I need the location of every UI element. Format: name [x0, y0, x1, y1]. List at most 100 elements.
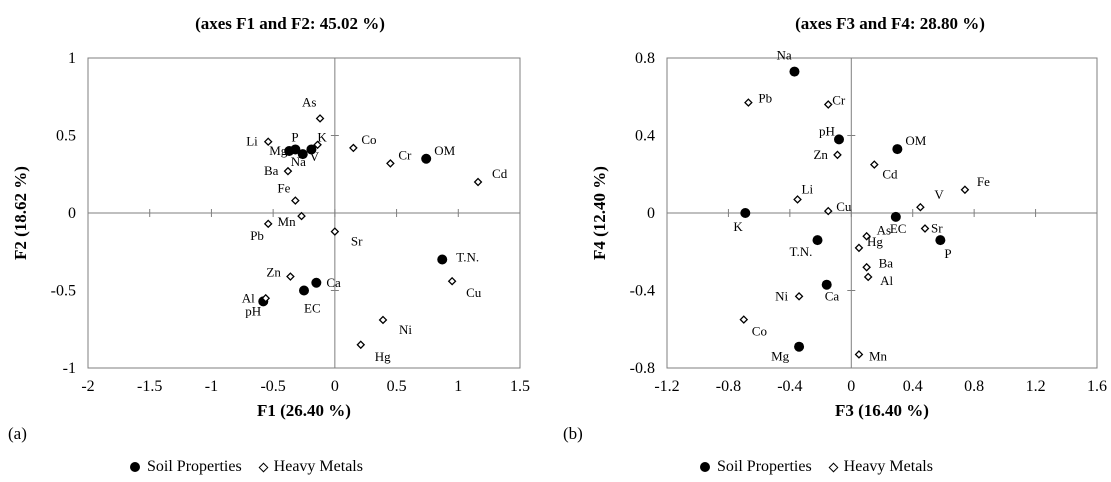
point-label: Ba: [264, 163, 279, 178]
point-label: As: [302, 94, 316, 109]
point-label: Mg: [269, 143, 288, 158]
data-point-soil-property: [789, 66, 800, 77]
point-label: Zn: [813, 147, 828, 162]
y-axis-label: F2 (18.62 %): [11, 166, 30, 260]
data-point-heavy-metal: [378, 315, 388, 325]
chart-panel-b: (axes F3 and F4: 28.80 %) -1.2 -0.8 -0.4 0 0…: [555, 0, 1110, 482]
point-label: Hg: [867, 234, 883, 249]
x-tick-label: -0.8: [716, 378, 741, 395]
chart-title: (axes F1 and F2: 45.02 %): [195, 14, 385, 33]
y-tick-label: 0: [68, 205, 76, 222]
x-tick-label: 1.2: [1026, 378, 1046, 395]
open-diamond-icon: [258, 462, 269, 473]
data-point-soil-property: [812, 235, 823, 246]
point-label: Ni: [775, 288, 788, 303]
point-label: Sr: [351, 234, 363, 249]
point-label: V: [310, 149, 320, 164]
point-label: K: [733, 219, 743, 234]
data-point-soil-property: [834, 134, 844, 145]
chart-panel-a: (axes F1 and F2: 45.02 %) -2 -1.5 -1 -0.5 0 0…: [0, 0, 555, 482]
point-label: P: [291, 129, 298, 144]
data-point-soil-property: [437, 254, 448, 265]
data-point-heavy-metal: [739, 315, 749, 324]
point-label: Na: [291, 154, 306, 169]
point-label: V: [934, 187, 944, 202]
point-label: K: [317, 129, 327, 144]
point-label: pH: [245, 303, 261, 318]
y-axis-label: F4 (12.40 %): [590, 166, 609, 260]
x-axis-label: F1 (26.40 %): [257, 401, 351, 420]
point-label: Ni: [399, 322, 412, 337]
point-label: Fe: [977, 174, 990, 189]
point-label: Co: [752, 324, 767, 339]
point-label: T.N.: [790, 244, 813, 259]
data-point-heavy-metal: [386, 159, 395, 168]
legend-item-soil-properties: Soil Properties: [130, 458, 242, 476]
point-label: Li: [802, 181, 814, 196]
x-axis-label: F3 (16.40 %): [835, 401, 929, 420]
data-point-soil-property: [740, 208, 751, 218]
x-tick-label: 0: [331, 378, 339, 395]
x-tick-label: 0.5: [387, 378, 407, 395]
data-point-soil-property: [890, 211, 901, 222]
data-point-heavy-metal: [283, 166, 293, 176]
legend-label: Soil Properties: [717, 458, 812, 475]
data-point-heavy-metal: [870, 160, 879, 169]
legend: Soil Properties Heavy Metals: [700, 458, 947, 476]
legend-label: Soil Properties: [147, 458, 242, 475]
y-tick-label: -0.8: [630, 360, 655, 377]
data-point-heavy-metal: [263, 219, 273, 229]
data-point-soil-property: [311, 277, 322, 288]
point-label: Al: [880, 273, 893, 288]
point-label: Mn: [278, 214, 297, 229]
legend-label: Heavy Metals: [273, 458, 363, 475]
scatter-plot-b: -1.2 -0.8 -0.4 0 0.4 0.8 1.2 1.6-0.8-0.400.40.8…: [590, 48, 1107, 420]
y-tick-label: -0.5: [51, 283, 76, 300]
data-point-heavy-metal: [473, 177, 483, 187]
data-point-heavy-metal: [863, 272, 873, 282]
data-point-heavy-metal: [916, 202, 925, 212]
point-label: Fe: [277, 181, 290, 196]
y-tick-label: 1: [68, 50, 76, 67]
data-point-soil-property: [306, 144, 317, 155]
x-tick-label: -1.5: [137, 378, 162, 395]
data-point-heavy-metal: [854, 350, 864, 359]
panel-label: (a): [8, 424, 27, 443]
point-label: EC: [304, 301, 321, 316]
panel-label: (b): [563, 424, 583, 443]
data-point-soil-property: [299, 285, 309, 296]
point-label: T.N.: [456, 250, 479, 265]
point-label: Mn: [869, 348, 888, 363]
data-point-heavy-metal: [744, 98, 753, 107]
point-label: Al: [242, 290, 255, 305]
point-label: Cd: [882, 167, 898, 182]
data-point-soil-property: [421, 153, 432, 164]
data-point-soil-property: [821, 279, 832, 290]
data-point-heavy-metal: [291, 196, 300, 205]
x-tick-label: -0.5: [260, 378, 285, 395]
filled-circle-icon: [700, 462, 710, 473]
data-point-heavy-metal: [313, 140, 322, 150]
data-point-heavy-metal: [330, 227, 340, 236]
data-point-heavy-metal: [960, 185, 970, 195]
point-label: Co: [361, 132, 376, 147]
data-point-soil-property: [290, 144, 301, 155]
point-label: EC: [890, 221, 907, 236]
data-point-soil-property: [892, 144, 903, 155]
data-point-heavy-metal: [315, 114, 325, 123]
point-label: Cr: [398, 147, 412, 162]
legend-item-heavy-metals: Heavy Metals: [258, 458, 363, 476]
data-point-heavy-metal: [854, 243, 864, 253]
x-tick-label: -2: [81, 378, 94, 395]
data-point-heavy-metal: [356, 340, 366, 350]
chart-title: (axes F3 and F4: 28.80 %): [795, 14, 985, 33]
point-label: Zn: [266, 265, 281, 280]
x-tick-label: -0.4: [777, 378, 802, 395]
data-point-heavy-metal: [793, 195, 802, 204]
data-point-heavy-metal: [349, 143, 358, 153]
point-label: OM: [905, 133, 926, 148]
filled-circle-icon: [130, 462, 140, 473]
point-label: Pb: [250, 228, 264, 243]
point-label: Cd: [492, 166, 508, 181]
data-point-heavy-metal: [862, 231, 871, 241]
